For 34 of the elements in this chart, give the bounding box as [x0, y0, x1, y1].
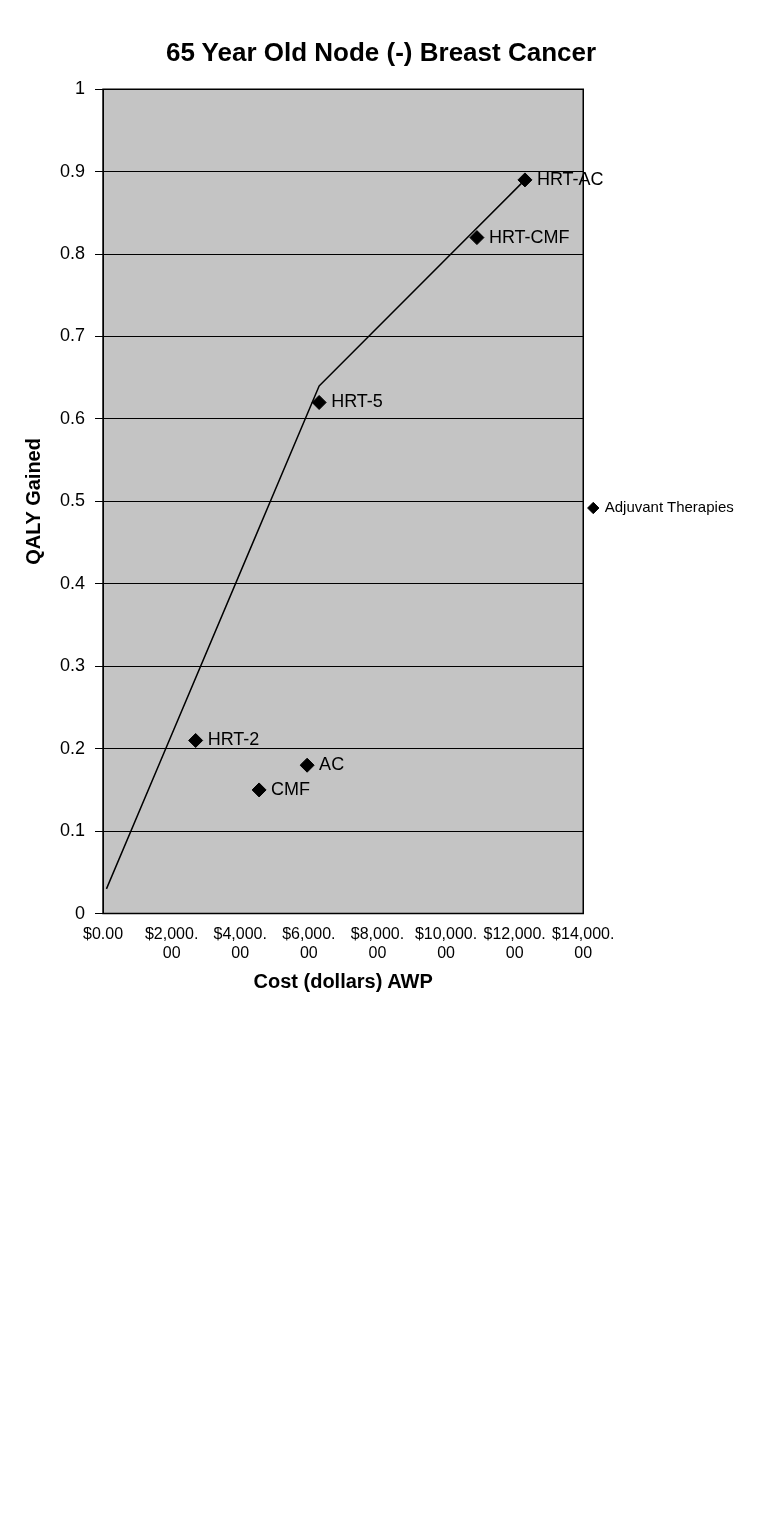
y-tick-label: 0.5 — [59, 490, 86, 511]
legend-label: Adjuvant Therapies — [604, 498, 734, 516]
y-axis-title: QALY Gained — [21, 438, 44, 565]
y-tick-label: 0.6 — [59, 407, 86, 428]
point — [469, 230, 485, 246]
annotation: AC — [319, 754, 345, 775]
y-tick-label: 0.9 — [59, 160, 86, 181]
y-tick-label: 0.2 — [59, 737, 86, 758]
point — [517, 172, 533, 188]
annotation: HRT-5 — [331, 391, 383, 412]
point — [188, 732, 204, 748]
annotation: HRT-2 — [207, 729, 260, 750]
x-tick-label: $10,000.00 — [414, 924, 478, 961]
point — [311, 394, 327, 410]
x-axis-title: Cost (dollars) AWP — [253, 969, 433, 992]
y-tick-label: 0.4 — [59, 572, 86, 593]
point — [251, 782, 267, 798]
y-tick-label: 1 — [75, 78, 86, 99]
x-tick-label: $6,000.00 — [282, 924, 336, 961]
y-tick-label: 0.1 — [59, 820, 86, 841]
x-tick-label: $2,000.00 — [144, 924, 199, 961]
x-tick-label: $12,000.00 — [483, 924, 546, 961]
y-tick-label: 0.8 — [59, 243, 86, 264]
annotation: HRT-CMF — [488, 226, 570, 247]
x-tick-label: $8,000.00 — [350, 924, 405, 961]
y-tick-label: 0.3 — [59, 655, 86, 676]
y-tick-label: 0 — [75, 902, 86, 923]
chart-title: 65 Year Old Node (-) Breast Cancer — [165, 36, 597, 67]
annotation: CMF — [271, 778, 311, 799]
point — [299, 757, 315, 773]
x-tick-label: $14,000.00 — [552, 924, 615, 961]
x-tick-label: $0.00 — [83, 924, 124, 942]
y-tick-label: 0.7 — [59, 325, 86, 346]
x-tick-label: $4,000.00 — [213, 924, 267, 961]
